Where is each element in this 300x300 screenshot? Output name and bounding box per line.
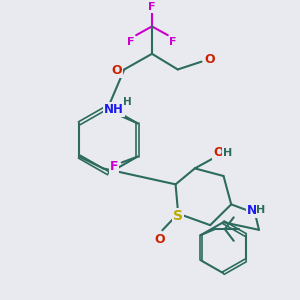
Text: H: H — [223, 148, 232, 158]
Text: N: N — [247, 204, 257, 217]
Text: H: H — [256, 205, 266, 215]
Text: F: F — [148, 2, 156, 12]
Text: H: H — [123, 97, 132, 107]
Text: F: F — [128, 37, 135, 47]
Text: O: O — [213, 146, 224, 159]
Text: O: O — [204, 53, 215, 66]
Text: F: F — [110, 160, 118, 173]
Text: NH: NH — [104, 103, 124, 116]
Text: F: F — [169, 37, 176, 47]
Text: S: S — [173, 208, 183, 223]
Text: O: O — [154, 232, 165, 246]
Text: O: O — [111, 64, 122, 77]
